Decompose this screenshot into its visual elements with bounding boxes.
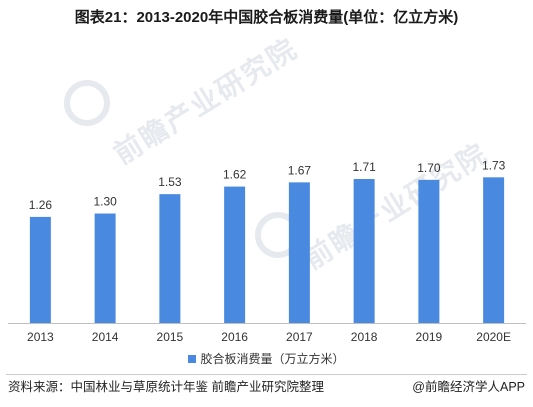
- data-label: 1.70: [417, 161, 441, 175]
- x-tick-label: 2019: [416, 330, 443, 344]
- data-label: 1.73: [482, 158, 506, 172]
- x-tick-label: 2018: [351, 330, 378, 344]
- data-label: 1.71: [352, 160, 376, 174]
- bar: [353, 178, 375, 323]
- bar: [224, 186, 246, 323]
- data-label: 1.30: [93, 195, 117, 209]
- legend-label: 胶合板消费量（万立方米）: [200, 352, 345, 366]
- chart-title: 图表21：2013-2020年中国胶合板消费量(单位：亿立方米): [74, 9, 459, 26]
- x-tick-label: 2013: [27, 330, 54, 344]
- bar: [483, 177, 505, 323]
- source-note: 资料来源：中国林业与草原统计年鉴 前瞻产业研究院整理: [8, 380, 324, 394]
- x-tick-label: 2020E: [476, 330, 511, 344]
- legend: 胶合板消费量（万立方米）: [0, 350, 533, 367]
- data-label: 1.62: [223, 168, 247, 182]
- data-label: 1.53: [158, 175, 182, 189]
- x-tick-label: 2016: [221, 330, 248, 344]
- data-label: 1.67: [288, 163, 312, 177]
- bar: [288, 182, 310, 323]
- x-tick-label: 2014: [92, 330, 119, 344]
- bar: [159, 194, 181, 323]
- brand-credit: @前瞻经济学人APP: [412, 380, 525, 394]
- legend-swatch: [188, 354, 197, 363]
- bar: [29, 216, 51, 323]
- x-tick-label: 2015: [157, 330, 184, 344]
- footer: 资料来源：中国林业与草原统计年鉴 前瞻产业研究院整理 @前瞻经济学人APP: [6, 374, 527, 397]
- bar-chart: 1.26 2013 1.30 2014 1.53 2015 1.62 2016 1.67 2017…: [8, 158, 526, 344]
- bar: [418, 179, 440, 323]
- bar: [94, 213, 116, 323]
- x-tick-label: 2017: [286, 330, 313, 344]
- data-label: 1.26: [29, 198, 53, 212]
